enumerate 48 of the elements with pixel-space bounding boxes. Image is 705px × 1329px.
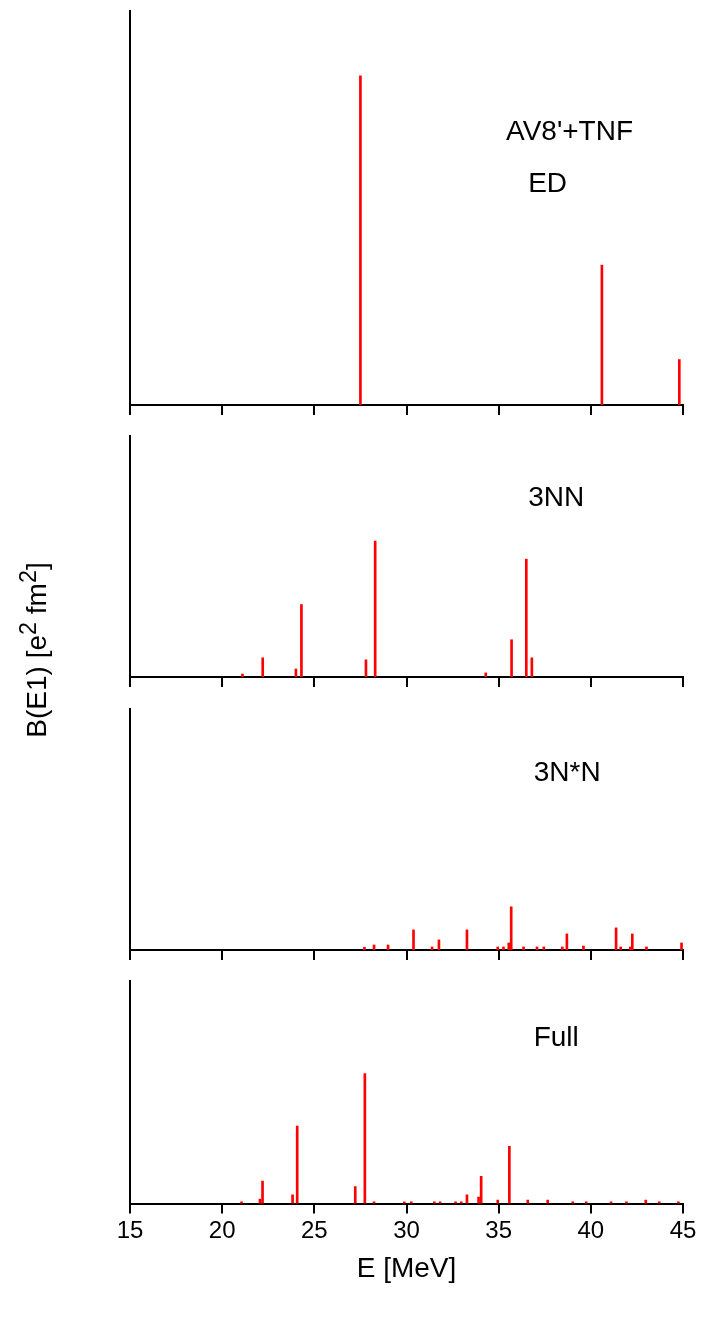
bar	[241, 673, 244, 677]
bar	[261, 657, 265, 677]
bar	[625, 1201, 628, 1204]
bar	[409, 1201, 413, 1204]
x-tick-label: 30	[393, 1215, 420, 1243]
bar	[402, 1201, 406, 1204]
x-axis-title: E [MeV]	[356, 1251, 457, 1283]
annotation: AV8'+TNF	[506, 115, 634, 147]
bar	[680, 942, 683, 950]
bar	[582, 945, 585, 950]
bar	[571, 1201, 575, 1204]
bar	[433, 1201, 436, 1204]
bar	[240, 1201, 243, 1204]
bar	[484, 672, 488, 677]
x-tick-label: 40	[577, 1215, 605, 1243]
bar	[542, 946, 546, 950]
bar	[509, 906, 513, 950]
bar	[657, 1201, 661, 1204]
bar	[291, 1194, 294, 1204]
bar	[619, 946, 623, 950]
text: 3N*N	[533, 756, 601, 788]
x-tick-label: 45	[669, 1215, 697, 1243]
text: Full	[533, 1020, 579, 1052]
bar	[560, 946, 564, 950]
bar	[459, 1201, 463, 1204]
bar	[363, 946, 366, 950]
x-tick-label: 35	[485, 1215, 513, 1243]
bar	[295, 1125, 299, 1204]
bar	[502, 946, 505, 950]
bar	[645, 946, 648, 950]
bar	[584, 1201, 588, 1204]
bar	[300, 604, 303, 677]
annotation: ED	[528, 166, 568, 198]
x-tick-label: 20	[208, 1215, 236, 1243]
text: 3NN	[528, 480, 585, 512]
bar	[630, 933, 634, 950]
bar	[454, 1201, 457, 1204]
bar	[496, 946, 500, 950]
bar	[524, 558, 528, 677]
bar	[508, 1146, 511, 1204]
x-tick-label: 25	[300, 1215, 328, 1243]
bar	[353, 1186, 357, 1204]
bar	[677, 1201, 680, 1204]
bar	[510, 639, 513, 677]
bar	[412, 929, 415, 950]
bar	[261, 1180, 264, 1204]
x-tick-label: 15	[116, 1215, 144, 1243]
bar	[522, 946, 525, 950]
